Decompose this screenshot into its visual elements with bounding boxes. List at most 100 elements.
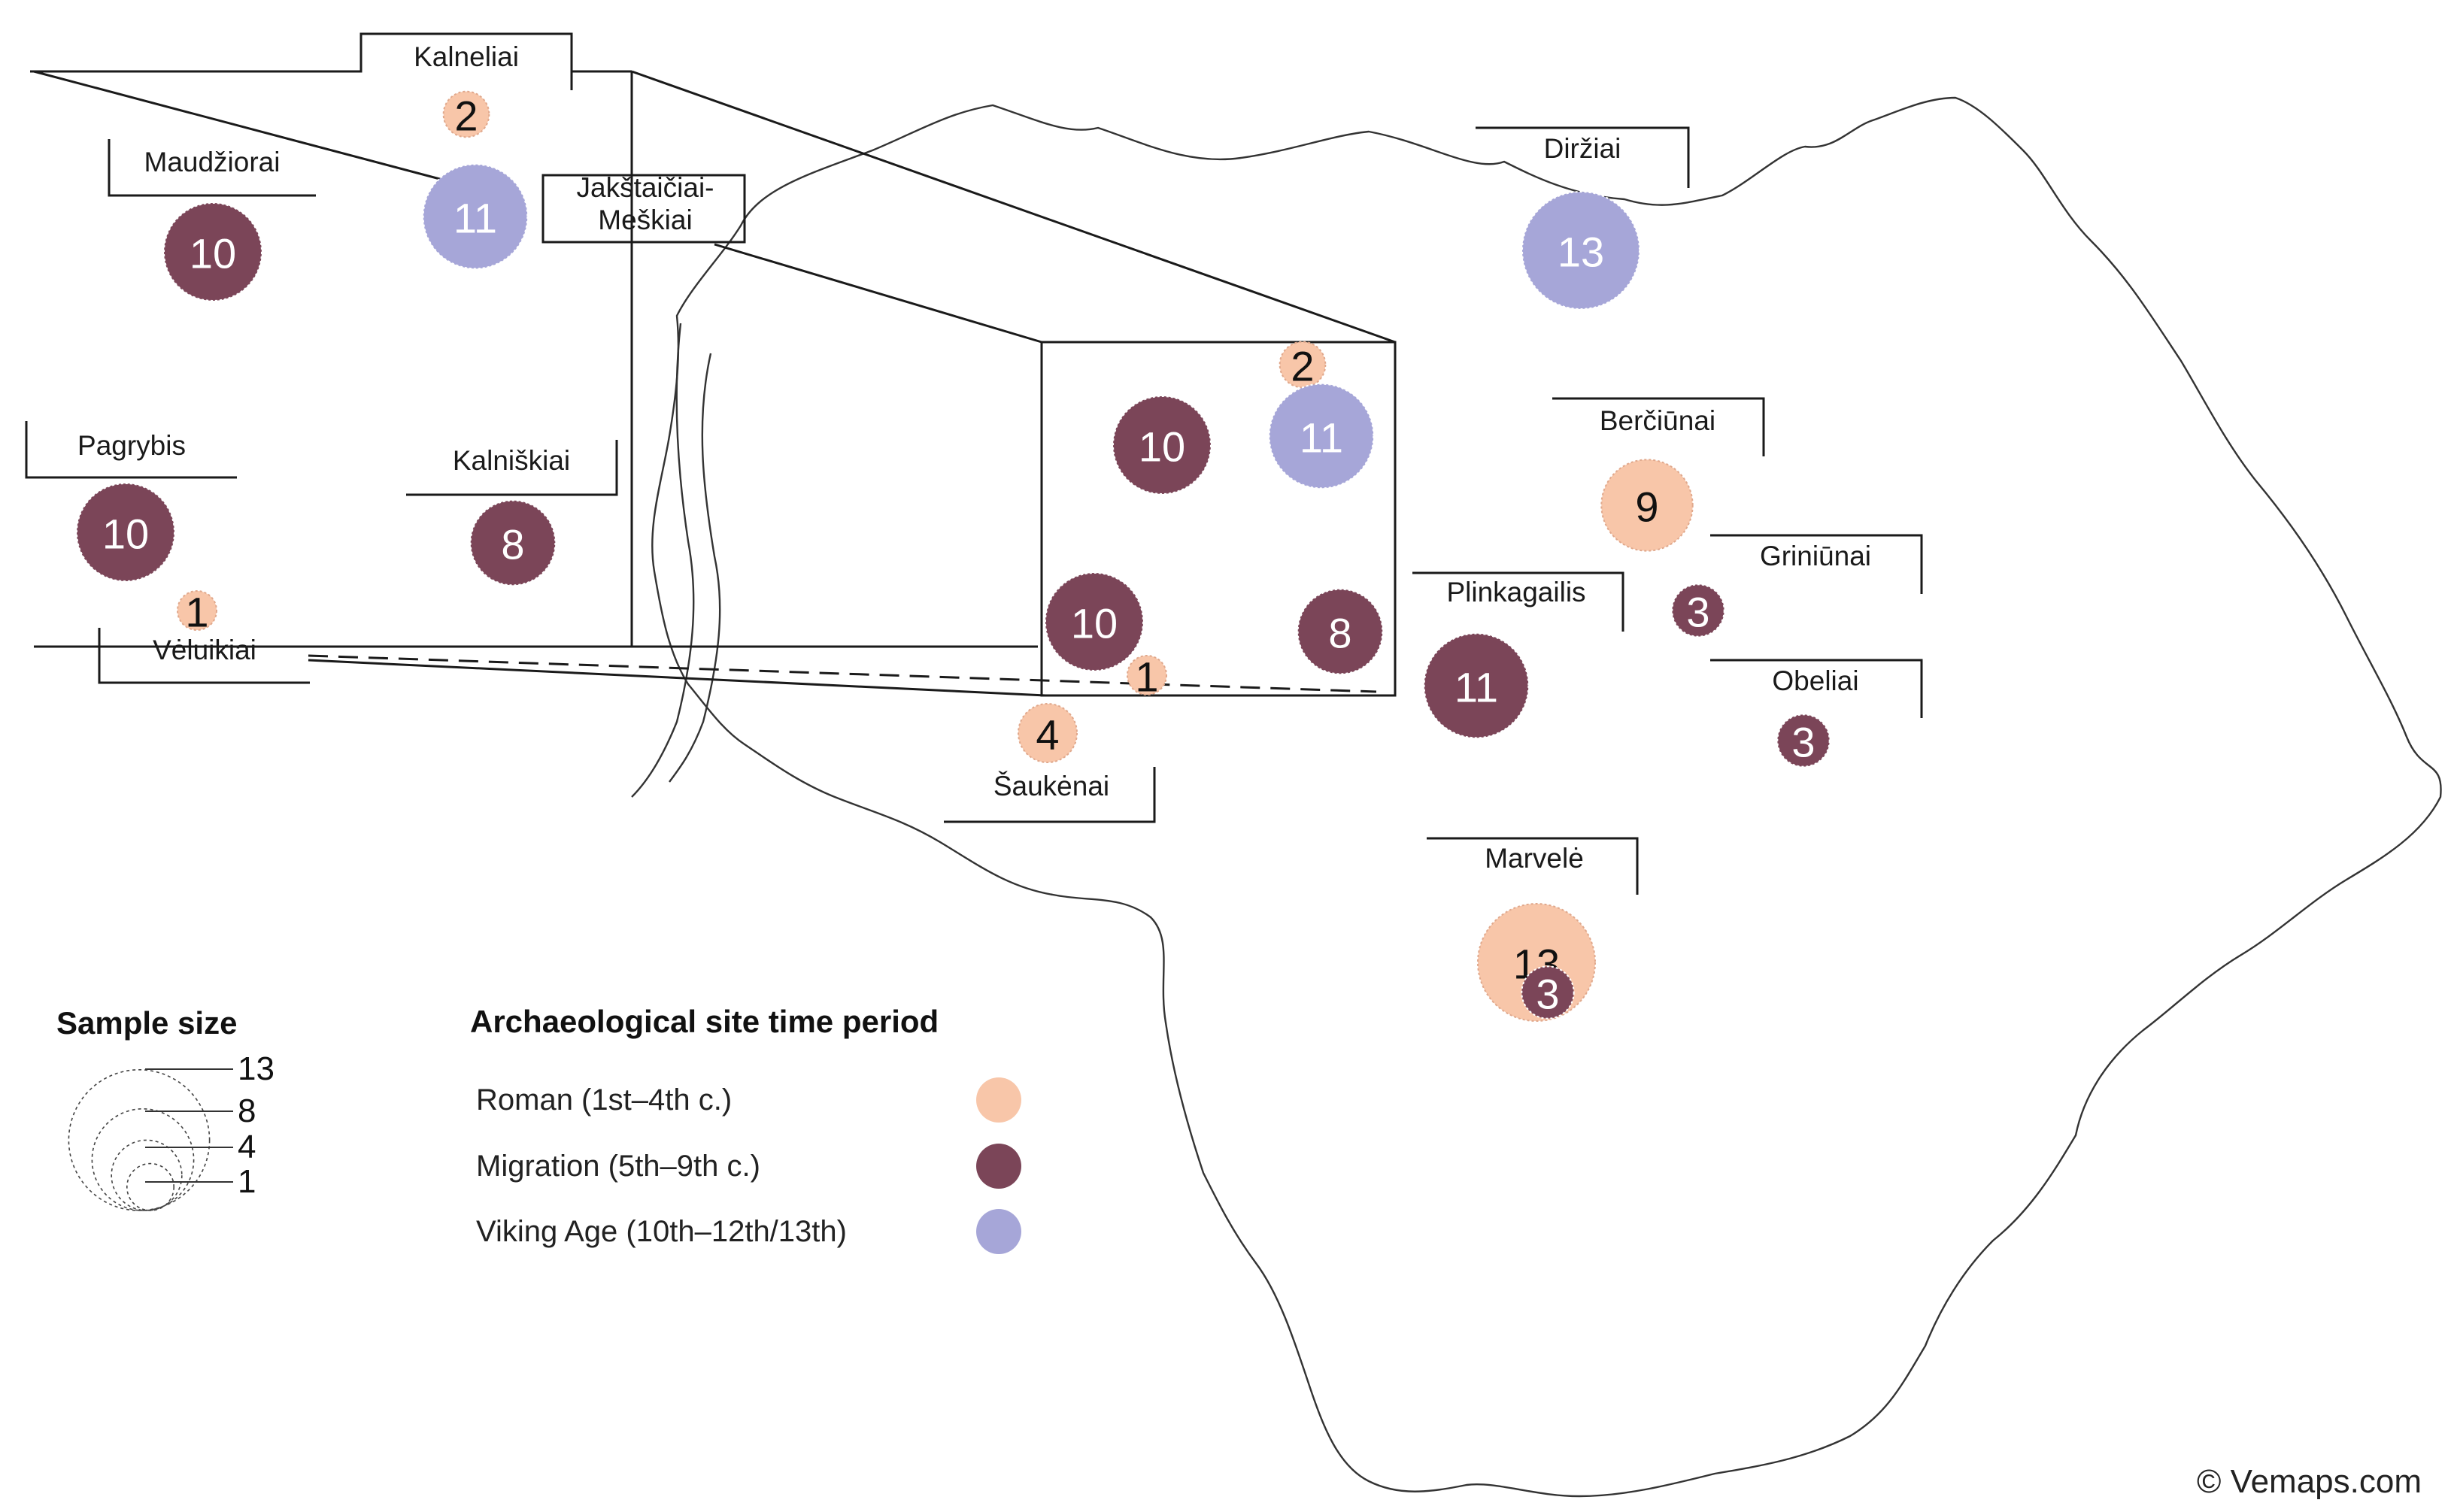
label-bracket bbox=[98, 628, 310, 684]
label-bracket bbox=[1412, 571, 1624, 632]
site-label-berciunai: Berčiūnai bbox=[1552, 397, 1765, 456]
sample-count: 4 bbox=[1036, 711, 1059, 759]
size-ring-1 bbox=[126, 1162, 175, 1211]
label-bracket bbox=[1476, 126, 1690, 188]
sample-saukenai-roman: 4 bbox=[1018, 703, 1078, 763]
sample-circle bbox=[76, 483, 175, 582]
site-labels: Kalneliai Maudžiorai Jakštaičiai-Meškiai Pa… bbox=[25, 32, 1923, 895]
sample-count: 2 bbox=[1291, 343, 1314, 390]
sample-cluster-migration-a: 10 bbox=[1112, 395, 1212, 495]
site-name: Vėluikiai bbox=[153, 635, 256, 665]
site-label-marvele: Marvelė bbox=[1427, 837, 1639, 895]
size-label-13: 13 bbox=[238, 1050, 275, 1087]
sample-dirziai-viking: 13 bbox=[1521, 191, 1640, 310]
curonian-lagoon-shore bbox=[669, 353, 721, 783]
size-ring-4 bbox=[111, 1139, 183, 1211]
sample-circle bbox=[1297, 588, 1384, 675]
sample-count: 3 bbox=[1686, 589, 1709, 636]
sample-circle bbox=[442, 90, 490, 138]
sample-circle bbox=[1127, 655, 1167, 695]
sample-circle bbox=[163, 202, 262, 301]
legend-row-viking: Viking Age (10th–12th/13th) bbox=[476, 1209, 1021, 1254]
label-bracket bbox=[1710, 659, 1923, 718]
site-name: Kalneliai bbox=[414, 41, 519, 72]
sample-circle bbox=[177, 590, 217, 631]
sample-circle bbox=[1521, 191, 1640, 310]
site-name: Jakštaičiai- bbox=[577, 172, 714, 203]
sample-kalneliai-roman: 2 bbox=[442, 90, 490, 140]
sample-cluster-roman-b: 1 bbox=[1127, 653, 1167, 701]
sample-count: 3 bbox=[1536, 971, 1559, 1018]
site-name: Griniūnai bbox=[1760, 541, 1871, 571]
label-bracket bbox=[108, 139, 316, 197]
sample-count: 10 bbox=[1071, 600, 1118, 647]
inset-frames bbox=[30, 32, 1397, 697]
size-legend-title: Sample size bbox=[56, 1005, 237, 1041]
label-bracket bbox=[406, 440, 618, 496]
sample-cluster-migration-c: 8 bbox=[1297, 588, 1384, 675]
sample-count: 8 bbox=[1328, 610, 1351, 657]
sample-circle bbox=[1423, 632, 1530, 739]
sample-pagrybis-migration: 10 bbox=[76, 483, 175, 582]
site-label-plinkagailis: Plinkagailis bbox=[1412, 571, 1624, 632]
sample-obeliai-migration: 3 bbox=[1776, 714, 1831, 768]
size-ring-13 bbox=[68, 1069, 211, 1211]
site-label-kalneliai: Kalneliai bbox=[361, 32, 573, 90]
site-name: Maudžiorai bbox=[144, 147, 281, 177]
size-label-1: 1 bbox=[238, 1163, 256, 1200]
sample-circle bbox=[469, 499, 557, 586]
sample-circle bbox=[1600, 459, 1694, 552]
legend-swatch bbox=[976, 1144, 1021, 1189]
sample-circle bbox=[422, 163, 529, 270]
sample-count: 11 bbox=[453, 195, 497, 242]
label-bracket bbox=[1710, 534, 1923, 594]
sample-kalniskiai-migration: 8 bbox=[469, 499, 557, 586]
site-name: Plinkagailis bbox=[1446, 577, 1585, 608]
sample-circle bbox=[1045, 572, 1144, 671]
legend-swatch bbox=[976, 1077, 1021, 1123]
site-name: Marvelė bbox=[1485, 843, 1584, 874]
sample-count: 10 bbox=[190, 230, 236, 277]
sample-circle bbox=[1268, 383, 1375, 489]
site-name: Kalniškiai bbox=[453, 445, 570, 476]
sample-marvele-migration: 3 bbox=[1521, 965, 1575, 1020]
legend-label: Migration (5th–9th c.) bbox=[476, 1150, 760, 1183]
sample-cluster-roman-a: 2 bbox=[1279, 341, 1327, 390]
sample-veluikiai-roman: 1 bbox=[177, 589, 217, 636]
period-legend: Archaeological site time period Roman (1… bbox=[470, 1004, 1021, 1254]
site-label-pagrybis: Pagrybis bbox=[25, 421, 237, 479]
label-box bbox=[541, 174, 746, 244]
legend-row-roman: Roman (1st–4th c.) bbox=[476, 1077, 1021, 1123]
sample-circle bbox=[1671, 583, 1725, 638]
sample-count: 11 bbox=[1455, 664, 1498, 711]
sample-count: 2 bbox=[454, 92, 478, 140]
size-label-4: 4 bbox=[238, 1129, 256, 1165]
site-name: Diržiai bbox=[1544, 133, 1621, 164]
size-legend: Sample size 13 841 bbox=[56, 1005, 275, 1211]
sample-plinkagailis-migration: 11 bbox=[1423, 632, 1530, 739]
site-name: Berčiūnai bbox=[1600, 405, 1715, 436]
site-name: Šaukėnai bbox=[993, 771, 1109, 801]
site-name: Obeliai bbox=[1772, 665, 1858, 696]
sample-berciunai-roman: 9 bbox=[1600, 459, 1694, 552]
sample-count: 10 bbox=[102, 511, 149, 558]
curonian-spit bbox=[631, 323, 695, 798]
site-label-griniunai: Griniūnai bbox=[1710, 534, 1923, 594]
site-name-line2: Meškiai bbox=[598, 205, 692, 235]
sample-count: 3 bbox=[1791, 719, 1815, 766]
size-label-8: 8 bbox=[238, 1092, 256, 1129]
site-label-obeliai: Obeliai bbox=[1710, 659, 1923, 718]
sample-cluster-migration-b: 10 bbox=[1045, 572, 1144, 671]
sample-count: 13 bbox=[1558, 229, 1604, 276]
country-outline bbox=[651, 96, 2442, 1498]
label-bracket bbox=[1552, 397, 1765, 456]
legend-swatch bbox=[976, 1209, 1021, 1254]
site-label-saukenai: Šaukėnai bbox=[944, 767, 1156, 823]
sample-circle bbox=[1018, 703, 1078, 763]
site-label-jakstaiciai: Jakštaičiai-Meškiai bbox=[541, 172, 746, 244]
legend-label: Viking Age (10th–12th/13th) bbox=[476, 1215, 847, 1248]
size-ring-8 bbox=[91, 1108, 195, 1211]
sample-circle bbox=[1112, 395, 1212, 495]
sample-maudziorai-migration: 10 bbox=[163, 202, 262, 301]
